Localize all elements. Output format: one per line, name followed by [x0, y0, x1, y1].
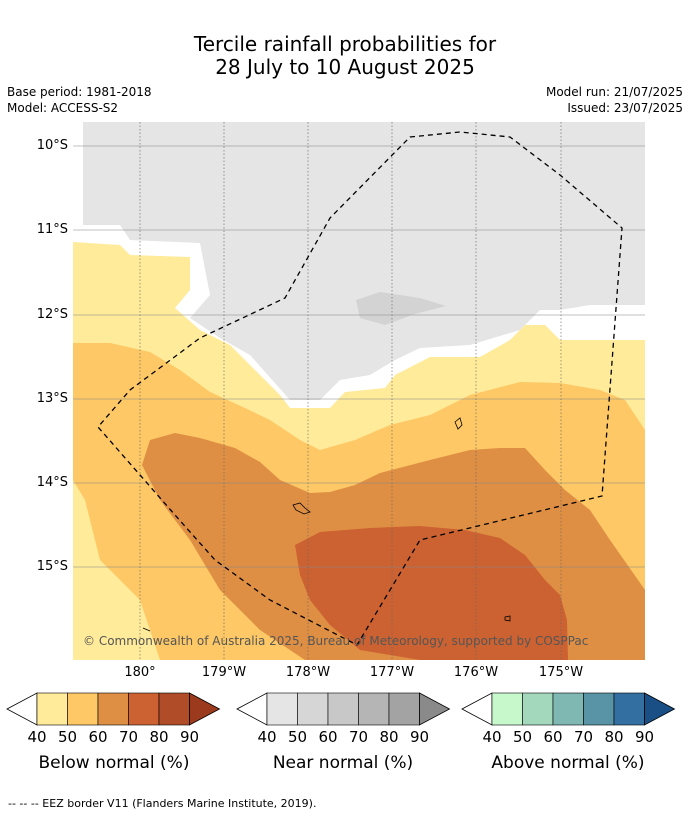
legend-color-cell — [613, 692, 645, 726]
latitude-label: 12°S — [36, 307, 68, 322]
island-outline — [292, 502, 311, 515]
legend-tick-label: 40 — [257, 728, 277, 746]
legend-tick-label: 60 — [88, 728, 108, 746]
issued-date: Issued: 23/07/2025 — [567, 101, 683, 115]
near-normal-40-region — [73, 122, 645, 400]
legend-title-above: Above normal (%) — [491, 753, 645, 773]
rainfall-probability-map: © Commonwealth of Australia 2025, Bureau… — [73, 122, 645, 660]
legend-title-near: Near normal (%) — [272, 753, 414, 773]
legend-tick-label: 70 — [348, 728, 369, 746]
legend-tick-label: 80 — [149, 728, 169, 746]
legend-extend-high — [419, 692, 451, 726]
map-title-line2: 28 July to 10 August 2025 — [215, 55, 475, 79]
latitude-label: 15°S — [36, 559, 68, 574]
legend-color-cell — [327, 692, 359, 726]
legend-tick-label: 60 — [543, 728, 563, 746]
latitude-label: 14°S — [36, 475, 68, 490]
legend-tick-label: 80 — [379, 728, 399, 746]
longitude-label: 179°W — [201, 665, 247, 680]
longitude-gridlines — [139, 122, 562, 660]
legend-tick-label: 70 — [118, 728, 139, 746]
legend-tick-label: 50 — [57, 728, 78, 746]
latitude-label: 13°S — [36, 391, 68, 406]
below-normal-70-region — [295, 526, 568, 660]
longitude-label: 178°W — [285, 665, 331, 680]
island-outline — [504, 615, 511, 622]
legend-tick-label: 50 — [287, 728, 308, 746]
legend-tick-label: 90 — [179, 728, 200, 746]
map-edge-patch — [73, 122, 83, 222]
legend-color-cell — [491, 692, 523, 726]
eez-border — [97, 131, 623, 646]
legend-colorbars — [6, 692, 676, 726]
latitude-label: 10°S — [36, 138, 68, 153]
longitude-label: 175°W — [538, 665, 584, 680]
latitude-gridlines — [73, 145, 645, 568]
map-title-line1: Tercile rainfall probabilities for — [193, 32, 497, 56]
legend-color-cell — [36, 692, 68, 726]
legend-extend-high — [189, 692, 221, 726]
legend-color-cell — [97, 692, 129, 726]
longitude-label: 177°W — [369, 665, 415, 680]
legend-color-cell — [358, 692, 390, 726]
legend-color-cell — [266, 692, 298, 726]
legend-extend-low — [461, 692, 493, 726]
base-period: Base period: 1981-2018 — [7, 85, 152, 99]
legend-color-cell — [552, 692, 584, 726]
legend-tick-label: 90 — [634, 728, 655, 746]
legend-tick-label: 50 — [512, 728, 533, 746]
longitude-label: 180° — [124, 665, 156, 680]
near-normal-50-patch — [356, 292, 446, 325]
legend-color-cell — [128, 692, 160, 726]
legend-tick-label: 40 — [27, 728, 47, 746]
legend-color-cell — [388, 692, 420, 726]
longitude-label: 176°W — [453, 665, 499, 680]
copyright-notice: © Commonwealth of Australia 2025, Bureau… — [83, 634, 588, 648]
island-outline — [142, 627, 151, 632]
legend-title-below: Below normal (%) — [38, 753, 190, 773]
legend-tick-label: 60 — [318, 728, 338, 746]
eez-footer-note: -- -- -- EEZ border V11 (Flanders Marine… — [8, 797, 317, 810]
legend-tick-label: 40 — [482, 728, 502, 746]
latitude-label: 11°S — [36, 222, 68, 237]
island-outline — [454, 417, 463, 430]
legend-extend-high — [644, 692, 676, 726]
legend-color-cell — [522, 692, 554, 726]
legend-color-cell — [67, 692, 99, 726]
legend-color-cell — [297, 692, 329, 726]
legend-extend-low — [6, 692, 38, 726]
legend-color-cell — [158, 692, 190, 726]
model-name: Model: ACCESS-S2 — [7, 101, 119, 115]
legend-color-cell — [583, 692, 615, 726]
legend-extend-low — [236, 692, 268, 726]
model-run: Model run: 21/07/2025 — [545, 85, 683, 99]
legend-tick-label: 80 — [604, 728, 624, 746]
legend-tick-label: 70 — [573, 728, 594, 746]
legend-tick-label: 90 — [409, 728, 430, 746]
